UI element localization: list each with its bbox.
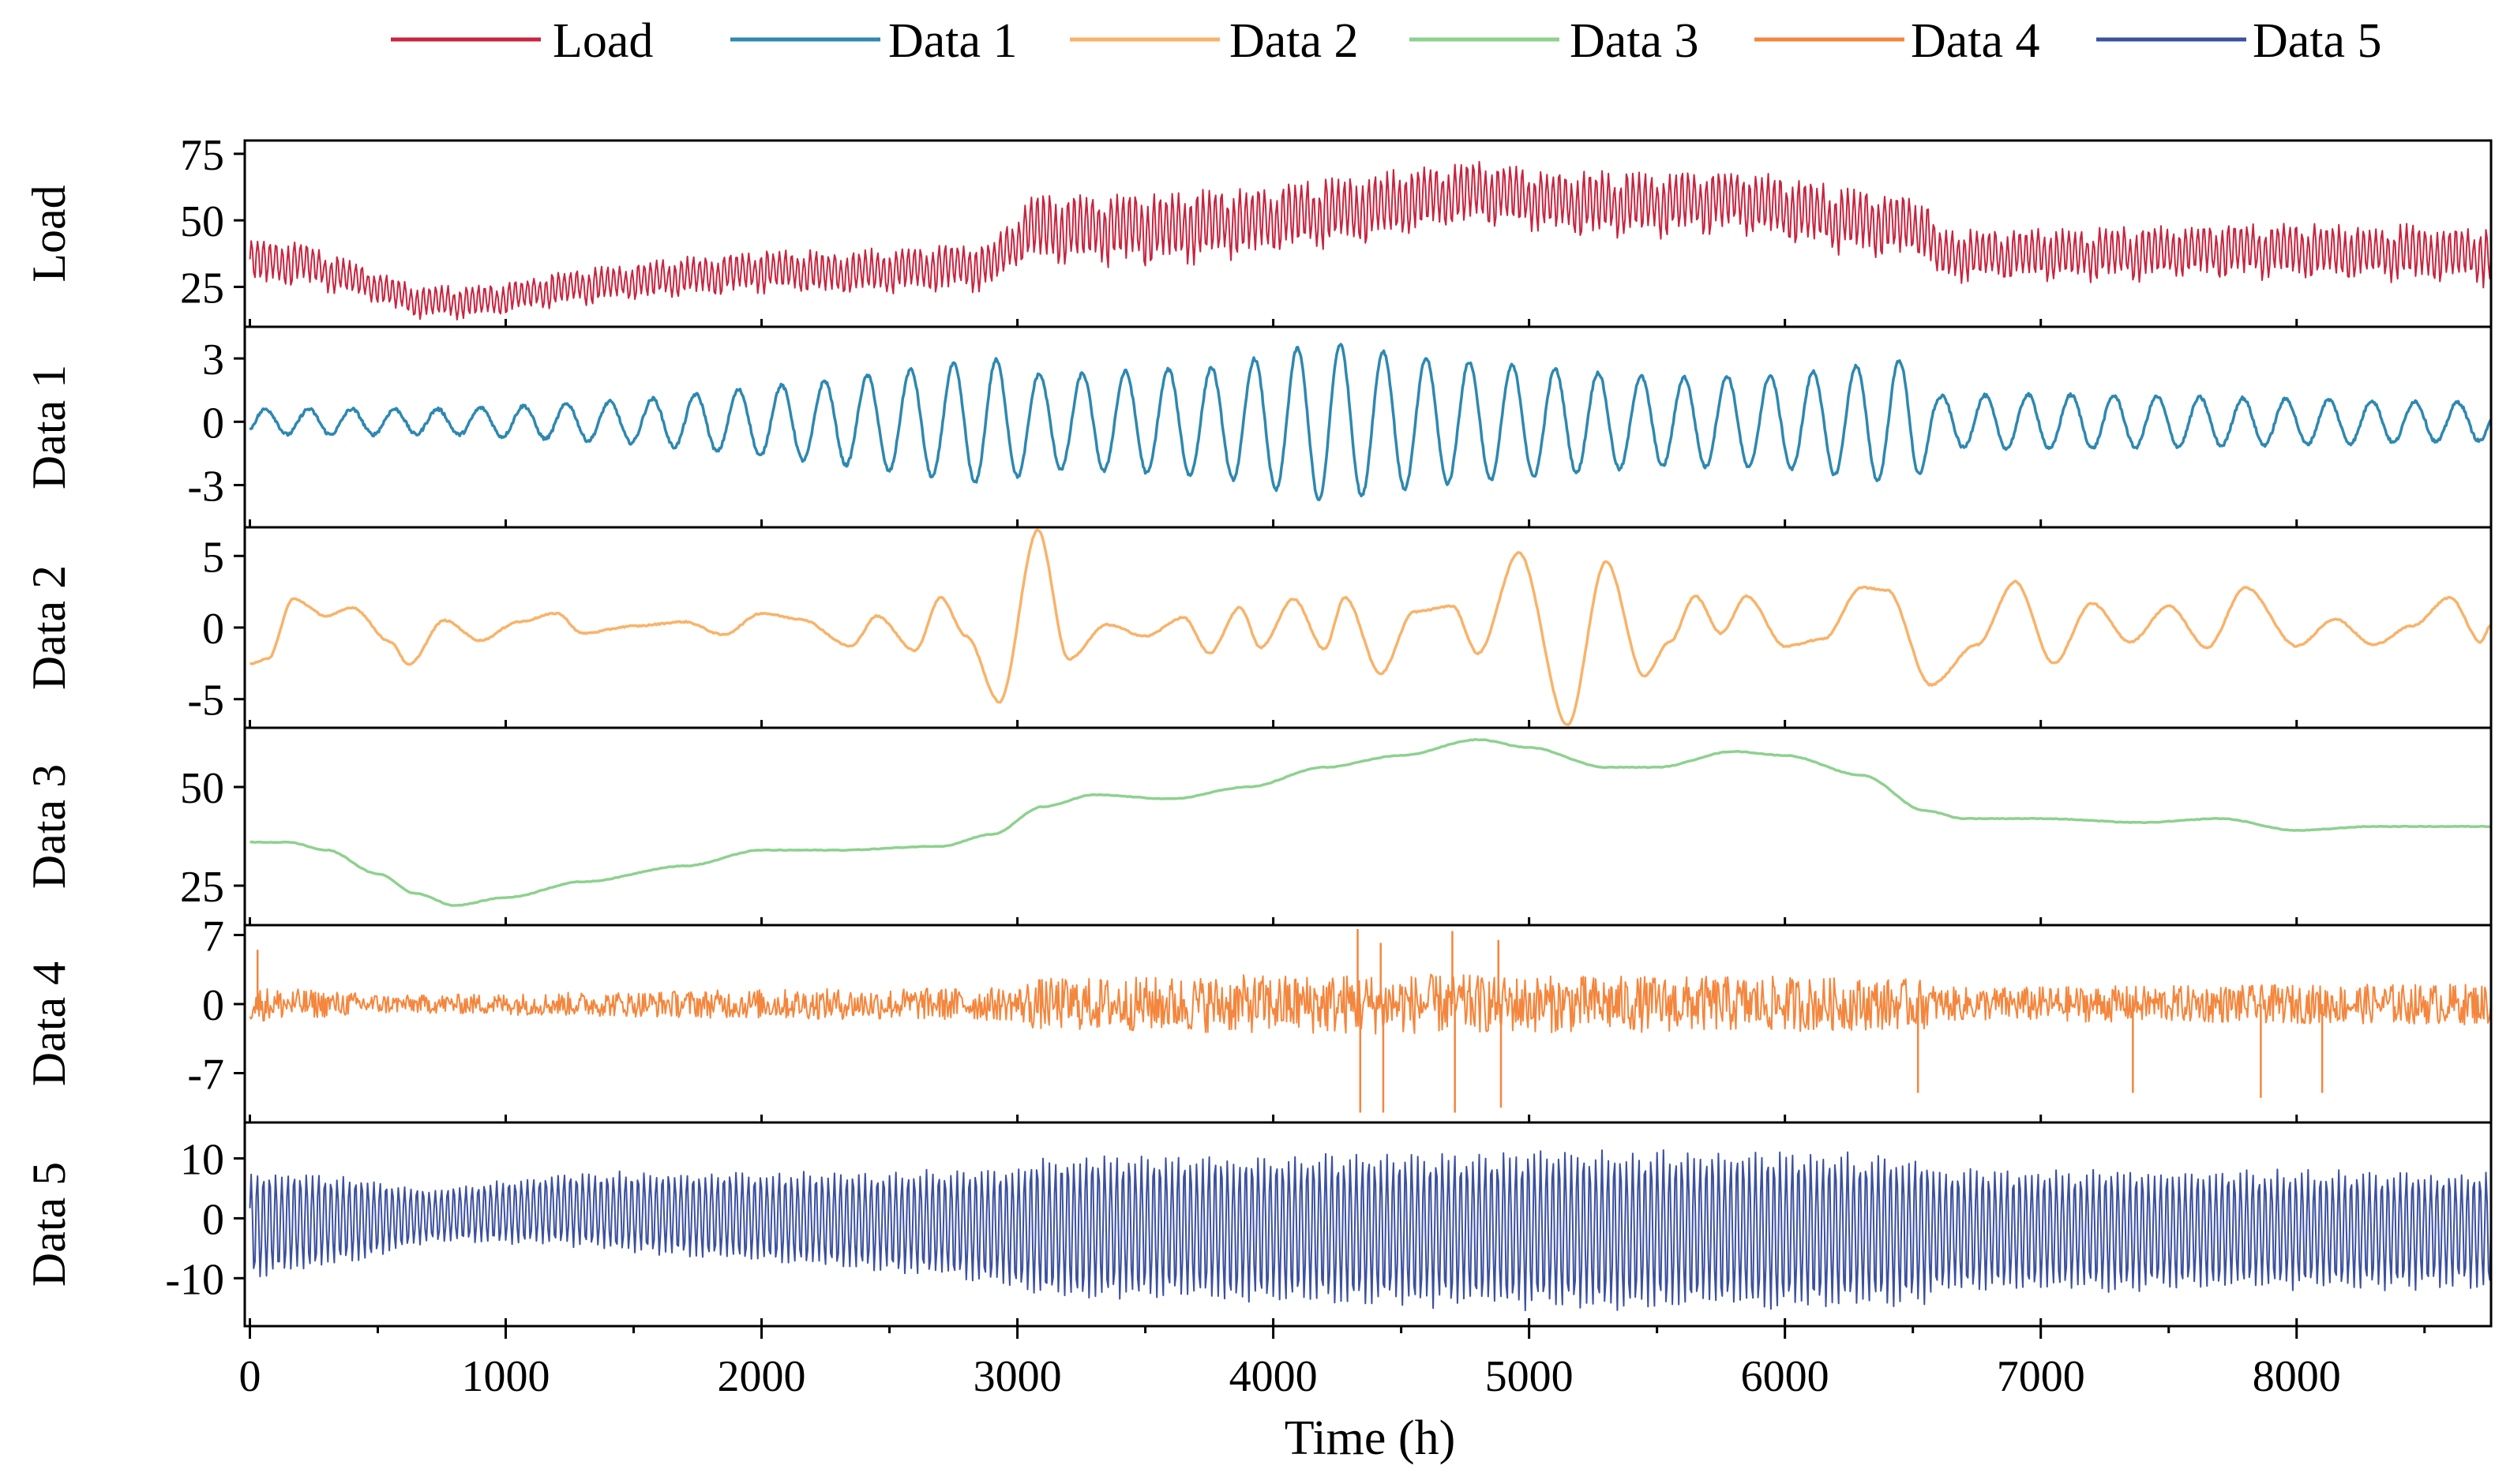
y-tick-label-data1: 0 — [202, 399, 224, 448]
legend-item-load: Load — [391, 14, 653, 68]
plot-area-data5 — [243, 1121, 2493, 1328]
ylabel-data1: Data 1 — [23, 365, 75, 489]
y-tick-label-data1: -3 — [187, 463, 224, 512]
y-tick-label-data3: 25 — [180, 863, 224, 912]
ylabel-data2: Data 2 — [23, 565, 75, 690]
ylabel-data4: Data 4 — [23, 961, 75, 1086]
legend-label-load: Load — [553, 14, 653, 68]
y-tick-label-data4: -7 — [187, 1051, 224, 1100]
legend-label-data4: Data 4 — [1911, 14, 2040, 68]
legend-label-data3: Data 3 — [1570, 14, 1699, 68]
y-tick-label-load: 50 — [180, 197, 224, 246]
x-tick-label: 2000 — [718, 1352, 806, 1401]
y-tick-label-data3: 50 — [180, 764, 224, 813]
y-tick-label-data5: 10 — [180, 1136, 224, 1185]
y-tick-label-data5: -10 — [165, 1255, 224, 1304]
legend-item-data5: Data 5 — [2096, 14, 2382, 68]
y-tick-label-data5: 0 — [202, 1195, 224, 1244]
x-tick-label: 7000 — [1997, 1352, 2085, 1401]
legend-item-data3: Data 3 — [1409, 14, 1699, 68]
legend-item-data2: Data 2 — [1070, 14, 1359, 68]
ylabel-data3: Data 3 — [23, 764, 75, 889]
legend-label-data5: Data 5 — [2253, 14, 2382, 68]
series-line-data1 — [249, 343, 2491, 501]
y-tick-label-data1: 3 — [202, 335, 224, 384]
panel-data4: Data 4 -7 0 7 — [23, 913, 2493, 1124]
legend-item-data4: Data 4 — [1754, 14, 2040, 68]
series-line-data5 — [249, 1149, 2491, 1312]
series-line-load — [249, 160, 2491, 320]
series-line-data3 — [249, 737, 2491, 907]
x-axis: 0 1000 2000 3000 4000 5000 6000 7000 8000 — [238, 1326, 2426, 1401]
y-tick-label-data4: 0 — [202, 981, 224, 1030]
x-tick-label: 8000 — [2253, 1352, 2341, 1401]
y-tick-label-data2: 5 — [202, 533, 224, 582]
y-tick-label-data4: 7 — [202, 913, 224, 961]
legend-label-data1: Data 1 — [888, 14, 1018, 68]
panel-data5: Data 5 -10 0 10 — [23, 1121, 2493, 1328]
y-tick-label-data2: 0 — [202, 605, 224, 654]
x-tick-label: 0 — [238, 1352, 261, 1401]
panel-data1: Data 1 -3 0 3 — [23, 325, 2493, 529]
x-tick-label: 6000 — [1741, 1352, 1829, 1401]
ylabel-data5: Data 5 — [23, 1162, 75, 1287]
series-line-data2 — [249, 528, 2491, 726]
series-line-data4 — [249, 973, 2491, 1035]
legend: Load Data 1 Data 2 Data 3 Data 4 Data 5 — [391, 14, 2382, 68]
x-tick-label: 5000 — [1485, 1352, 1574, 1401]
y-tick-label-data2: -5 — [187, 676, 224, 725]
legend-item-data1: Data 1 — [730, 14, 1018, 68]
legend-label-data2: Data 2 — [1229, 14, 1359, 68]
x-tick-label: 4000 — [1229, 1352, 1318, 1401]
y-tick-label-load: 25 — [180, 264, 224, 313]
panel-load: Load 25 50 75 — [23, 131, 2493, 328]
x-tick-label: 3000 — [974, 1352, 1062, 1401]
x-tick-label: 1000 — [462, 1352, 550, 1401]
x-axis-label: Time (h) — [1285, 1411, 1455, 1465]
y-tick-label-load: 75 — [180, 131, 224, 180]
ylabel-load: Load — [23, 185, 75, 282]
